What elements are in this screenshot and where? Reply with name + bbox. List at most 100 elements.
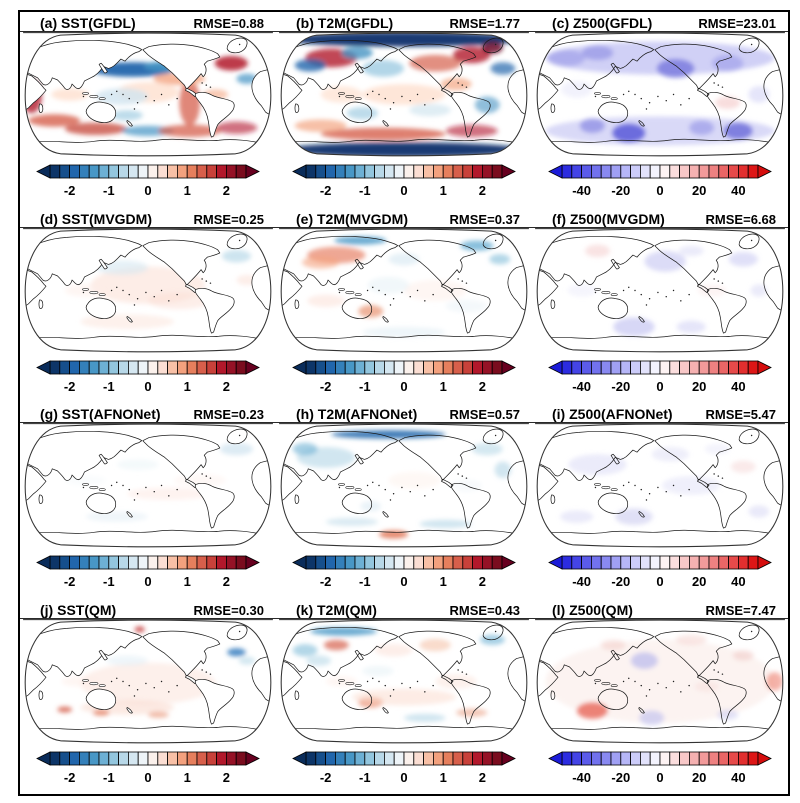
colorbar-cell: [344, 164, 356, 179]
colorbar-cell: [600, 360, 612, 374]
colorbar-cell: [49, 555, 61, 570]
colorbar-cell: [157, 751, 169, 765]
colorbar-cell: [491, 164, 503, 179]
colorbar-sst: -2 -1 0 1 2: [36, 555, 260, 589]
colorbar-left-arrow: [36, 359, 51, 375]
colorbar-cell: [305, 751, 317, 765]
map-outline: [24, 619, 272, 743]
colorbar-cell: [225, 751, 237, 765]
colorbar-cell: [491, 751, 503, 765]
colorbar-tick-label: 40: [731, 379, 745, 394]
colorbar-cell: [442, 751, 454, 765]
colorbar-tick-label: -1: [359, 574, 371, 589]
colorbar-left-arrow: [548, 359, 563, 375]
map-panel-e: (e) T2M(MVGDM) RMSE=0.37 -2 -1 0 1 2: [276, 208, 532, 404]
map-axes-top-border: [20, 617, 276, 746]
colorbar-cell: [364, 555, 376, 570]
colorbar-tick-label: -1: [103, 574, 115, 589]
colorbar-cell: [176, 555, 188, 570]
colorbar-cell: [98, 751, 110, 765]
colorbar-cell: [335, 360, 346, 374]
colorbar-tick-label: 20: [692, 574, 706, 589]
map-axes-top-border: [276, 617, 532, 746]
colorbar-cell: [186, 555, 198, 570]
colorbar-tick-label: -1: [103, 379, 115, 394]
colorbar-cell: [718, 164, 730, 179]
colorbar-cell: [344, 360, 356, 374]
anomaly-field: [284, 33, 524, 156]
colorbar-cell: [610, 164, 622, 179]
colorbar-tick-label: -40: [572, 574, 591, 589]
colorbar-cell: [157, 360, 169, 374]
colorbar-z500: -40 -20 0 20 40: [548, 555, 772, 589]
colorbar-cell: [69, 164, 80, 179]
colorbar-cell: [384, 164, 395, 179]
coastlines: [25, 428, 271, 535]
colorbar-cell: [472, 360, 483, 374]
panel-header: (k) T2M(QM) RMSE=0.43: [276, 599, 532, 618]
map-outline: [24, 423, 272, 548]
colorbar-cell: [481, 555, 493, 570]
colorbar-cell: [137, 360, 149, 374]
colorbar-cell: [462, 164, 474, 179]
map-panel-k: (k) T2M(QM) RMSE=0.43 -2 -1 0 1 2: [276, 599, 532, 795]
colorbar-cell: [432, 164, 444, 179]
panel-title: (i) Z500(AFNONet): [552, 406, 673, 422]
colorbar-cell: [591, 360, 602, 374]
colorbar-cell: [384, 360, 395, 374]
colorbar-cell: [128, 751, 139, 765]
map-panel-h: (h) T2M(AFNONet) RMSE=0.57 -2 -1 0 1 2: [276, 403, 532, 599]
colorbar-tick-label: -2: [320, 574, 332, 589]
colorbar-cell: [335, 164, 346, 179]
colorbar-cell: [413, 164, 425, 179]
world-map-z500-qm: [535, 618, 785, 743]
colorbar-cell: [571, 555, 582, 570]
colorbar-cell: [669, 360, 681, 374]
panel-rmse-value: RMSE=5.47: [705, 407, 776, 422]
colorbar-tick-label: 2: [223, 379, 230, 394]
anomaly-field: [292, 626, 505, 722]
colorbar-cell: [728, 164, 739, 179]
colorbar-cell: [581, 555, 592, 570]
coastlines: [25, 233, 271, 340]
colorbar-tick-label: -20: [611, 183, 630, 198]
anomaly-field: [292, 430, 512, 539]
colorbar-tick-label: -1: [359, 183, 371, 198]
colorbar-cell: [393, 751, 405, 765]
colorbar-cell: [186, 360, 198, 374]
colorbar-tick-label: 1: [440, 574, 447, 589]
colorbar-cell: [206, 751, 218, 765]
colorbar-tick-label: -20: [611, 379, 630, 394]
colorbar-sst: -2 -1 0 1 2: [292, 750, 516, 785]
colorbar-cell: [315, 360, 326, 374]
colorbar-cell: [610, 555, 622, 570]
colorbar-cell: [118, 164, 129, 179]
colorbar-cell: [600, 555, 612, 570]
colorbar-cell: [167, 555, 178, 570]
panel-title: (f) Z500(MVGDM): [552, 210, 665, 227]
colorbar-sst: -2 -1 0 1 2: [36, 750, 260, 785]
colorbar-cell: [335, 751, 346, 765]
colorbar-left-arrow: [36, 555, 51, 570]
colorbar-tick-label: -1: [359, 379, 371, 394]
colorbar-cell: [384, 555, 395, 570]
world-map-z500-gfdl: [535, 32, 785, 157]
colorbar-tick-label: 0: [656, 770, 663, 785]
colorbar-cell: [108, 164, 120, 179]
colorbar-cell: [403, 555, 415, 570]
colorbar-cell: [354, 360, 366, 374]
coastlines: [281, 624, 527, 731]
panel-rmse-value: RMSE=1.77: [449, 16, 520, 31]
world-map-sst-afnonet: [23, 423, 273, 548]
colorbar-cell: [698, 555, 710, 570]
colorbar-cell: [79, 360, 90, 374]
map-axes-top-border: [20, 226, 276, 355]
colorbar-tick-label: 1: [184, 770, 191, 785]
map-panel-g: (g) SST(AFNONet) RMSE=0.23 -2 -1 0 1 2: [20, 403, 276, 599]
colorbar-cell: [49, 164, 61, 179]
colorbar-cell: [747, 555, 759, 570]
colorbar-cell: [305, 360, 317, 374]
colorbar-cell: [225, 164, 237, 179]
colorbar-cell: [354, 164, 366, 179]
map-axes-top-border: [532, 617, 788, 746]
